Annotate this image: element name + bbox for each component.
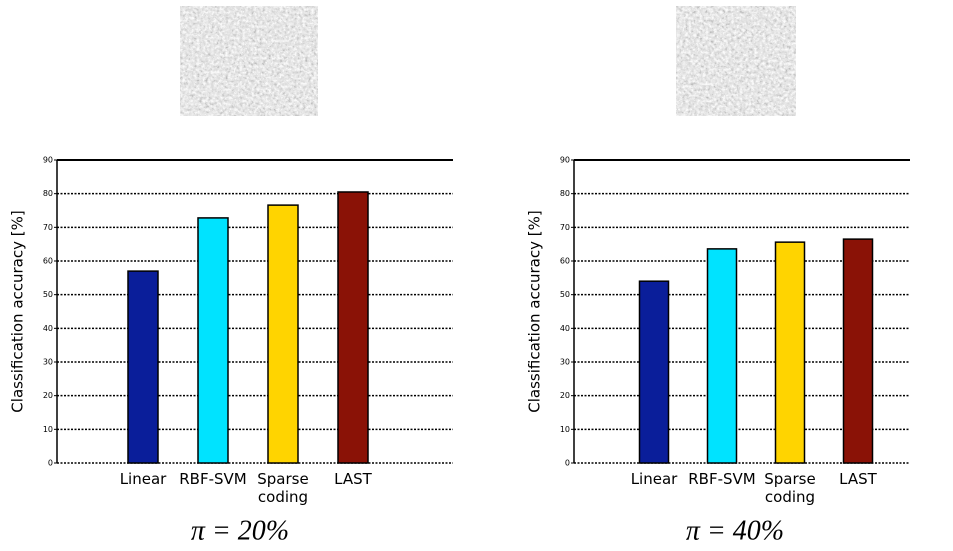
y-tick-label: 50	[560, 290, 570, 299]
bar	[776, 242, 805, 463]
y-tick-label: 10	[560, 425, 570, 434]
x-tick-label: Linear	[619, 470, 689, 488]
x-tick-label: Sparse coding	[248, 470, 318, 506]
face-image	[676, 6, 796, 116]
x-tick-label: RBF-SVM	[687, 470, 757, 488]
y-tick-label: 80	[560, 189, 570, 198]
caption: π = 40%	[686, 515, 784, 546]
y-tick-label: 0	[565, 459, 570, 468]
y-tick-label: 0	[48, 459, 53, 468]
x-tick-label: Linear	[108, 470, 178, 488]
y-tick-label: 60	[43, 257, 53, 266]
bar	[844, 239, 873, 463]
bar	[708, 249, 737, 463]
y-tick-label: 50	[43, 290, 53, 299]
y-tick-label: 40	[560, 324, 570, 333]
y-tick-label: 30	[560, 358, 570, 367]
bar	[128, 271, 158, 463]
x-tick-label: LAST	[318, 470, 388, 488]
y-tick-label: 10	[43, 425, 53, 434]
y-tick-label: 40	[43, 324, 53, 333]
y-tick-label: 70	[560, 223, 570, 232]
y-tick-label: 30	[43, 358, 53, 367]
y-tick-label: 20	[560, 391, 570, 400]
bar	[198, 218, 228, 463]
y-tick-label: 90	[560, 156, 570, 165]
bar	[640, 281, 669, 463]
x-tick-label: RBF-SVM	[178, 470, 248, 488]
y-tick-label: 60	[560, 257, 570, 266]
y-tick-label: 70	[43, 223, 53, 232]
x-tick-label: LAST	[823, 470, 893, 488]
face-image	[180, 6, 318, 116]
chart: 0 10 20 30 40 50 60 70 80 90 Classification accura…	[0, 0, 953, 551]
figure: 0 10 20 30 40 50 60 70 80 90 Classification accura…	[0, 0, 953, 551]
caption: π = 20%	[191, 515, 289, 546]
y-axis-label: Classification accuracy [%]	[9, 210, 27, 412]
x-tick-label: Sparse coding	[755, 470, 825, 506]
bar	[338, 192, 368, 463]
y-tick-label: 80	[43, 189, 53, 198]
bar	[268, 205, 298, 463]
y-tick-label: 90	[43, 156, 53, 165]
y-tick-label: 20	[43, 391, 53, 400]
y-axis-label: Classification accuracy [%]	[526, 210, 544, 412]
